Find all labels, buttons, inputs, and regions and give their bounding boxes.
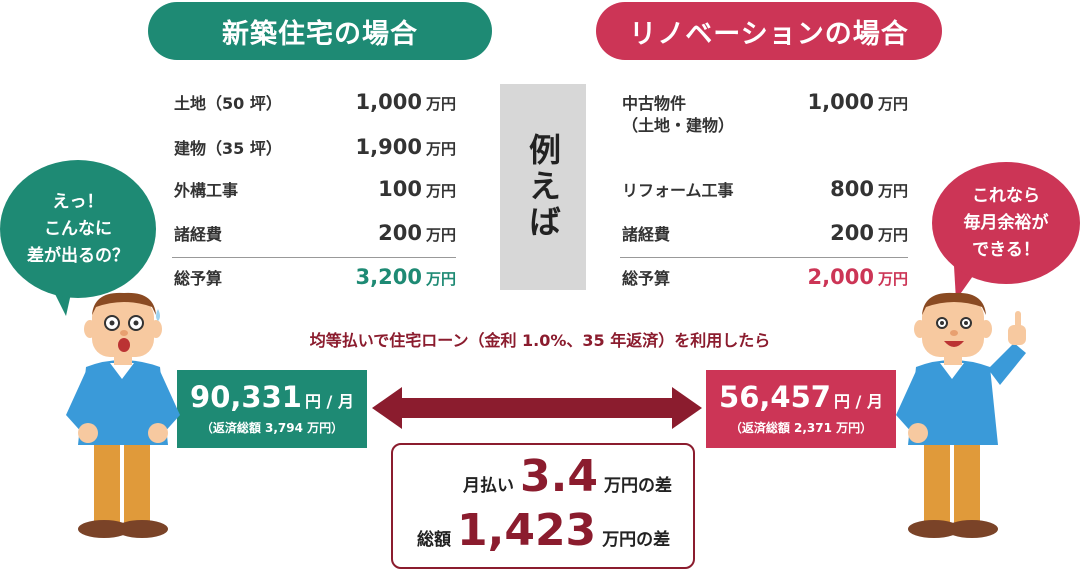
speech-bubble-left: えっ！ こんなに 差が出るの？ (0, 160, 156, 298)
loan-condition-text: 均等払いで住宅ローン（金利 1.0%、35 年返済）を利用したら (309, 331, 771, 350)
renovation-monthly-payment: 56,457 円 / 月 （返済総額 2,371 万円） (706, 370, 896, 448)
cost-label: 土地（50 坪） (174, 94, 282, 113)
repayment-total: （返済総額 3,794 万円） (200, 421, 344, 435)
cost-label: リフォーム工事 (622, 181, 734, 200)
cost-value: 1,000 万円 (807, 90, 908, 114)
monthly-difference: 月払い 3.4 万円の差 (463, 451, 672, 502)
example-box: 例えば (500, 84, 586, 290)
monthly-value: 56,457 (719, 380, 831, 414)
double-headed-arrow-icon (372, 387, 702, 429)
cost-label: 諸経費 (622, 225, 671, 244)
new-house-monthly-payment: 90,331 円 / 月 （返済総額 3,794 万円） (177, 370, 367, 448)
monthly-value: 90,331 (190, 380, 302, 414)
cost-value: 1,900 万円 (355, 135, 456, 159)
total-difference: 総額 1,423 万円の差 (417, 505, 671, 556)
speech-bubble-right: これなら 毎月余裕が できる！ (932, 162, 1080, 284)
cost-value: 800 万円 (830, 177, 908, 201)
cost-label: 諸経費 (174, 225, 223, 244)
surprised-man-illustration (66, 292, 180, 538)
total-value: 3,200 万円 (355, 265, 456, 289)
cost-label: 中古物件 （土地・建物） (622, 94, 735, 135)
monthly-unit: 円 / 月 (833, 392, 883, 411)
total-label: 総予算 (174, 269, 223, 288)
difference-box: 月払い 3.4 万円の差 総額 1,423 万円の差 (391, 443, 695, 569)
monthly-unit: 円 / 月 (304, 392, 354, 411)
repayment-total: （返済総額 2,371 万円） (729, 421, 873, 435)
new-house-title: 新築住宅の場合 (148, 2, 492, 60)
total-divider (172, 257, 456, 258)
cost-value: 200 万円 (378, 221, 456, 245)
total-divider (620, 257, 908, 258)
cost-value: 200 万円 (830, 221, 908, 245)
cost-value: 1,000 万円 (355, 90, 456, 114)
total-label: 総予算 (622, 269, 671, 288)
happy-man-pointing-illustration (896, 292, 1026, 538)
cost-value: 100 万円 (378, 177, 456, 201)
renovation-title: リノベーションの場合 (596, 2, 942, 60)
bubble-text: これなら 毎月余裕が できる！ (963, 185, 1049, 260)
total-value: 2,000 万円 (807, 265, 908, 289)
cost-label: 外構工事 (174, 181, 239, 200)
example-label: 例えば (524, 133, 562, 241)
bubble-text: えっ！ こんなに 差が出るの？ (27, 191, 129, 266)
cost-label: 建物（35 坪） (174, 139, 282, 158)
